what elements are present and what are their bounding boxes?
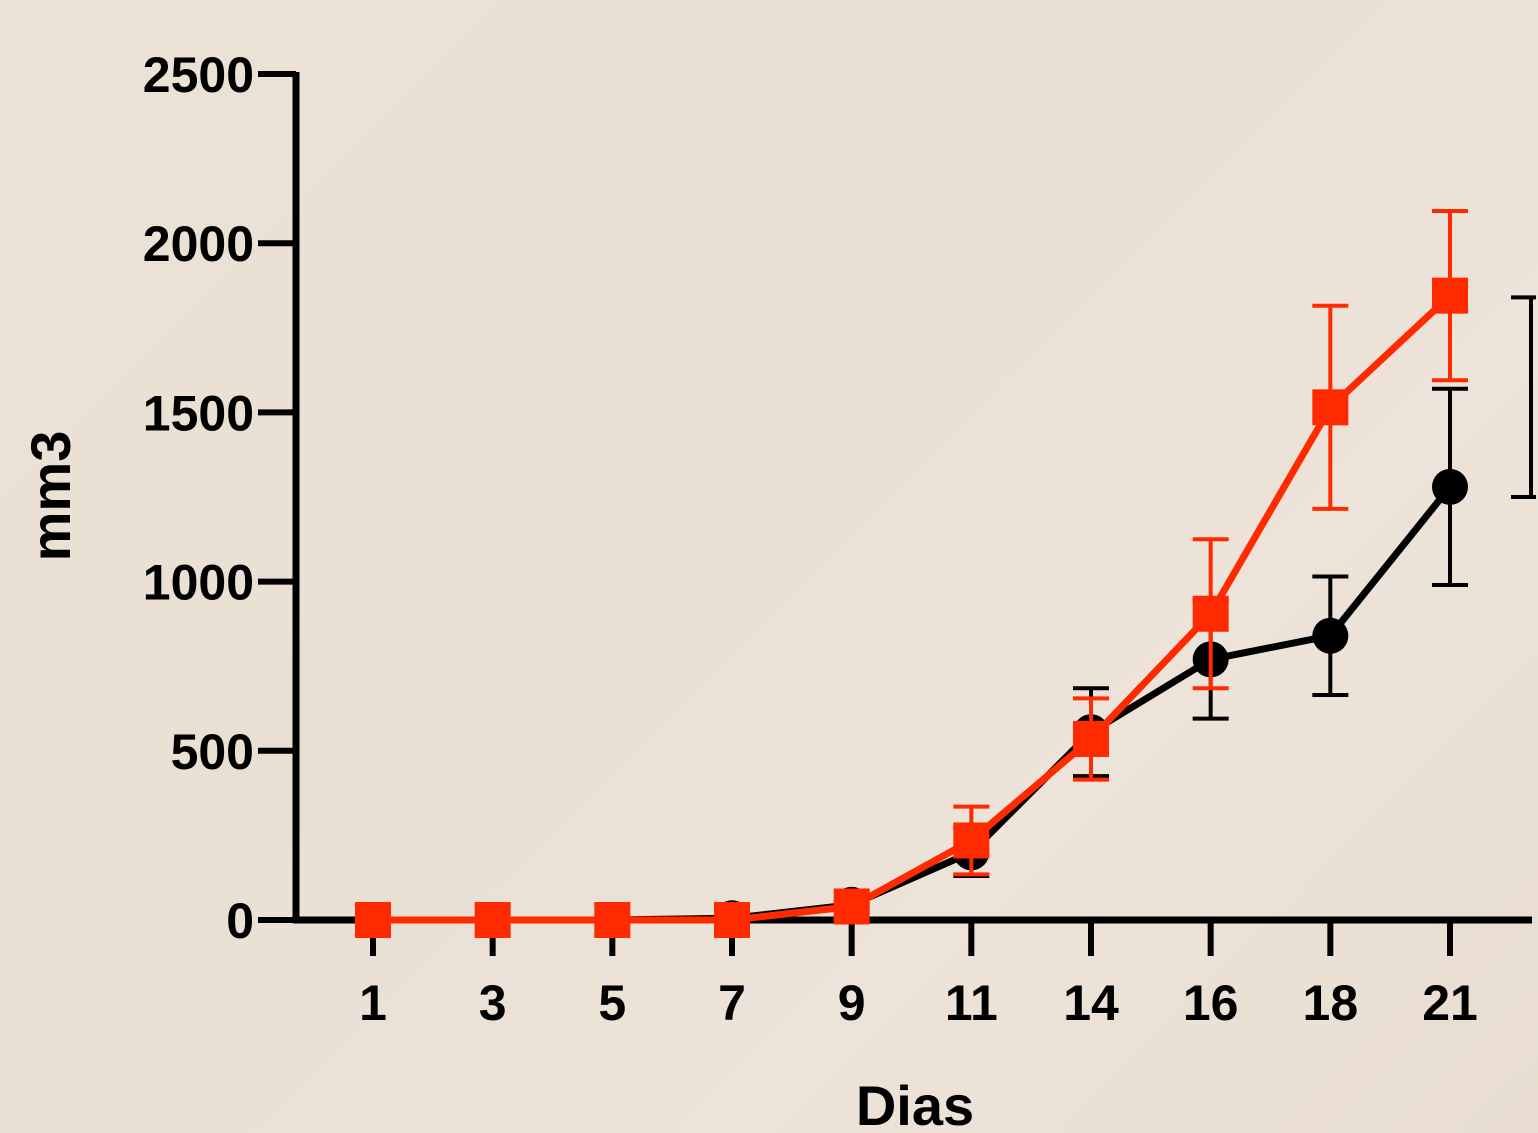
- x-tick-label: 7: [718, 975, 746, 1031]
- data-point: [953, 822, 990, 859]
- data-point: [1192, 595, 1229, 632]
- data-point: [594, 902, 631, 938]
- data-point: [1432, 277, 1468, 314]
- y-tick-label: 2000: [143, 216, 254, 272]
- y-tick-label: 1000: [143, 555, 254, 611]
- y-tick-label: 1500: [143, 385, 254, 441]
- data-point: [355, 902, 391, 938]
- x-tick-label: 14: [1063, 975, 1119, 1031]
- series-line: [373, 293, 1453, 924]
- x-tick-label: 16: [1183, 975, 1239, 1031]
- y-tick-label: 0: [226, 893, 254, 949]
- data-point: [1312, 389, 1349, 426]
- x-tick-label: 11: [945, 975, 998, 1031]
- y-axis-ticks: 0 500 1000 1500 2000 2500: [143, 47, 296, 949]
- data-point: [714, 902, 750, 938]
- x-axis-ticks: 1 3 5 7 9 11 14 16 18 21: [359, 920, 1478, 1031]
- data-point: [1073, 720, 1109, 757]
- x-tick-label: 3: [479, 975, 507, 1031]
- x-tick-label: 9: [838, 975, 866, 1031]
- axes: [292, 72, 1532, 924]
- x-axis-title: Dias: [856, 1074, 974, 1133]
- annotations: [1511, 295, 1536, 499]
- plot-series: [355, 209, 1468, 938]
- y-axis-title: mm3: [19, 431, 82, 562]
- x-tick-label: 18: [1303, 975, 1359, 1031]
- series-line: [373, 484, 1453, 924]
- x-tick-label: 1: [359, 975, 387, 1031]
- series-1: [355, 386, 1468, 938]
- y-tick-label: 2500: [143, 47, 254, 103]
- data-point: [474, 902, 511, 938]
- x-tick-label: 5: [598, 975, 626, 1031]
- x-tick-label: 21: [1422, 975, 1478, 1031]
- y-tick-label: 500: [171, 724, 254, 780]
- series-2: [355, 209, 1468, 938]
- data-point: [1312, 617, 1349, 654]
- data-point: [1432, 468, 1468, 505]
- data-point: [833, 888, 870, 925]
